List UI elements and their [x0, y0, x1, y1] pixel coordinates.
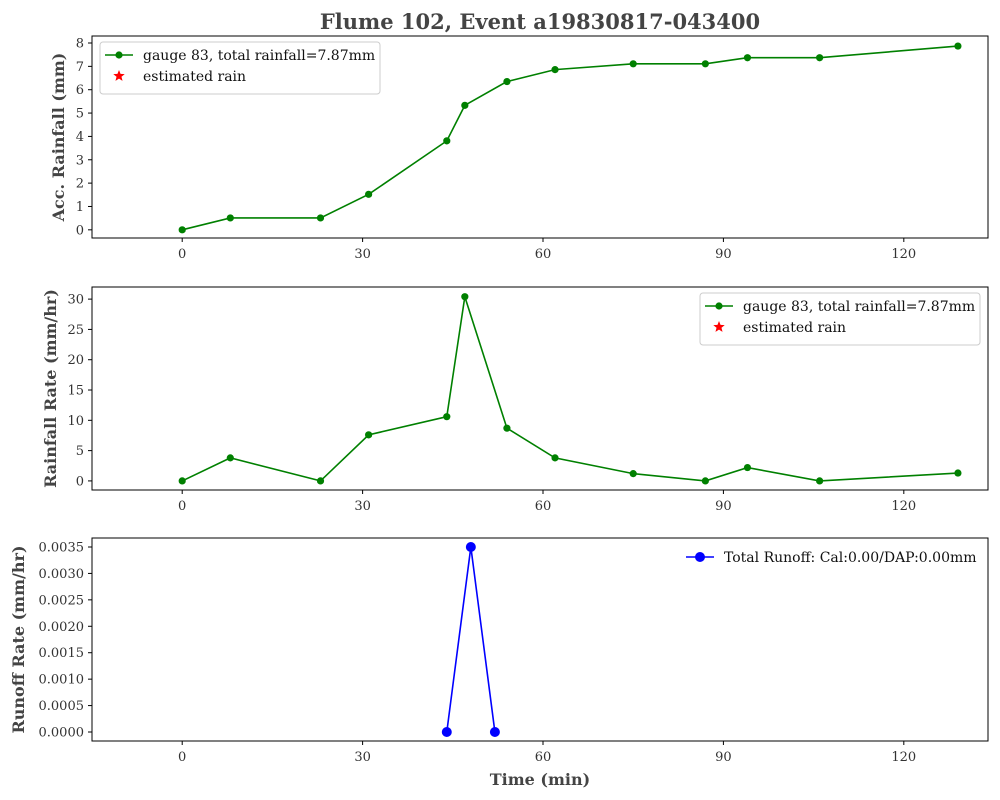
y-tick-label: 0 — [76, 223, 84, 238]
y-tick-label: 0.0030 — [39, 567, 85, 582]
panel-rainfall-rate: 0 30 60 90 120 0 5 10 15 20 25 30 Rainfall Rate (mm/… — [41, 286, 989, 514]
data-point — [226, 214, 234, 222]
x-tick-label: 0 — [178, 499, 186, 514]
y-tick-label: 0.0035 — [39, 540, 85, 555]
y-tick-label: 3 — [76, 153, 84, 168]
data-point — [954, 469, 962, 477]
data-point — [461, 293, 469, 301]
x-tick-label: 90 — [715, 247, 732, 262]
data-point — [316, 477, 325, 485]
y-tick-label: 25 — [67, 323, 84, 338]
y-tick-label: 0.0025 — [39, 593, 85, 608]
panel-runoff-rate: 0 30 60 90 120 0.0000 0.0005 0.0010 0.0015 0.0020… — [9, 537, 989, 765]
y-tick-label: 7 — [76, 60, 84, 75]
y-tick-label: 20 — [67, 353, 84, 368]
data-point — [441, 727, 452, 738]
x-tick-label: 0 — [178, 247, 186, 262]
data-point — [503, 77, 511, 86]
data-point — [226, 454, 234, 462]
y-tick-label: 15 — [67, 384, 84, 399]
legend-entry-label: estimated rain — [743, 320, 846, 336]
y-tick-label: 30 — [67, 293, 84, 308]
series-line — [445, 546, 496, 733]
legend-marker — [713, 321, 725, 332]
y-tick-label: 0.0010 — [39, 673, 85, 688]
y-tick-label: 8 — [76, 37, 84, 52]
data-point — [489, 727, 500, 738]
legend-marker — [715, 302, 723, 310]
axes-frame — [91, 537, 989, 742]
data-point — [954, 42, 962, 50]
x-tick-label: 120 — [891, 247, 916, 262]
x-axis-label: Time (min) — [490, 770, 590, 789]
x-tick-label: 120 — [891, 499, 916, 514]
y-tick-label: 0.0005 — [39, 699, 85, 714]
x-tick-label: 30 — [354, 499, 371, 514]
x-tick-label: 60 — [535, 750, 552, 765]
data-point — [629, 60, 637, 68]
data-point — [365, 190, 373, 198]
legend-box — [699, 292, 981, 346]
data-point — [743, 463, 752, 472]
x-tick-label: 120 — [891, 750, 916, 765]
legend-box — [99, 41, 381, 95]
x-tick-label: 90 — [715, 499, 732, 514]
y-tick-label: 5 — [76, 444, 84, 459]
axes-frame — [91, 35, 989, 239]
legend-marker — [695, 552, 705, 562]
x-tick-label: 90 — [715, 750, 732, 765]
x-tick-label: 30 — [354, 750, 371, 765]
data-point — [443, 413, 451, 421]
x-tick-label: 60 — [535, 247, 552, 262]
y-tick-label: 1 — [76, 200, 84, 215]
chart-title: Flume 102, Event a19830817-043400 — [320, 9, 760, 34]
data-point — [551, 66, 559, 74]
y-tick-label: 0.0020 — [39, 620, 85, 635]
data-point — [701, 477, 709, 485]
data-point — [178, 226, 186, 234]
y-axis-label: Acc. Rainfall (mm) — [49, 53, 68, 223]
data-point — [178, 477, 186, 485]
y-tick-label: 0 — [76, 474, 84, 489]
data-point — [816, 54, 824, 62]
y-tick-label: 0.0015 — [39, 646, 85, 661]
x-tick-label: 0 — [178, 750, 186, 765]
y-tick-label: 4 — [76, 130, 84, 145]
x-tick-label: 60 — [535, 499, 552, 514]
data-point — [443, 137, 451, 145]
data-point — [701, 60, 709, 68]
x-tick-label: 30 — [354, 247, 371, 262]
y-tick-label: 5 — [76, 107, 84, 122]
data-point — [551, 454, 559, 462]
data-point — [743, 54, 752, 62]
y-axis-label: Runoff Rate (mm/hr) — [9, 545, 28, 733]
y-tick-label: 2 — [76, 177, 84, 192]
data-point — [629, 470, 637, 478]
legend-marker — [115, 51, 123, 59]
data-point — [461, 101, 469, 109]
data-point — [816, 477, 824, 485]
y-tick-label: 0.0000 — [39, 726, 85, 741]
legend-entry-label: estimated rain — [143, 69, 246, 85]
panel-accumulated-rainfall: 0 30 60 90 120 0 1 2 3 4 5 6 7 8 Acc. Rainfall (mm) gau… — [49, 35, 989, 262]
y-axis-label: Rainfall Rate (mm/hr) — [41, 289, 60, 488]
legend-entry-label: Total Runoff: Cal:0.00/DAP:0.00mm — [724, 550, 977, 566]
data-point — [503, 424, 511, 432]
y-tick-label: 6 — [76, 83, 84, 98]
data-point — [465, 541, 476, 552]
legend-entry-label: gauge 83, total rainfall=7.87mm — [743, 299, 975, 315]
data-point — [365, 431, 373, 439]
y-tick-label: 10 — [67, 414, 84, 429]
axes-frame — [91, 286, 989, 491]
legend-marker — [113, 70, 125, 81]
legend-entry-label: gauge 83, total rainfall=7.87mm — [143, 48, 375, 64]
data-point — [316, 214, 325, 222]
